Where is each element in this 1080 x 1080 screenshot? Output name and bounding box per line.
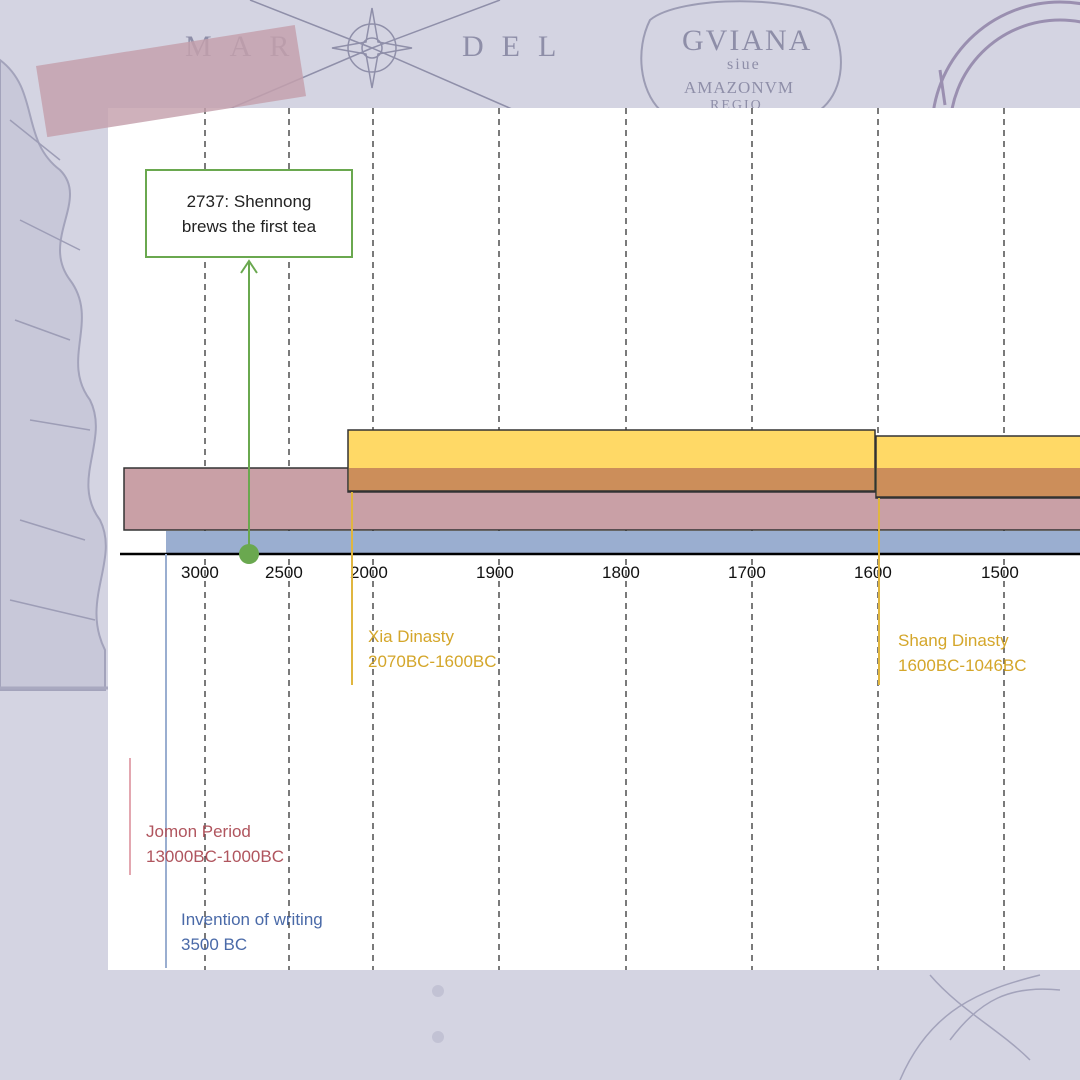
map-word-del: DEL <box>462 30 575 63</box>
event-description-line: brews the first tea <box>181 216 317 236</box>
jomon-period-range: 13000BC-1000BC <box>146 847 284 866</box>
tick-label: 1700 <box>728 563 766 582</box>
xia-dynasty-label: Xia Dinasty 2070BC-1600BC <box>368 624 497 674</box>
xia-dynasty-name: Xia Dinasty <box>368 627 454 646</box>
tick-label: 1800 <box>602 563 640 582</box>
writing-range: 3500 BC <box>181 935 248 954</box>
decorative-dot <box>432 1031 444 1043</box>
writing-bar <box>166 531 1080 553</box>
decorative-dot <box>432 985 444 997</box>
shang-dynasty-label: Shang Dinasty 1600BC-1046BC <box>898 628 1027 678</box>
tick-label: 3000 <box>181 563 219 582</box>
jomon-period-label: Jomon Period 13000BC-1000BC <box>146 819 284 869</box>
cartouche-subtitle: siue <box>727 56 761 73</box>
writing-name: Invention of writing <box>181 910 323 929</box>
cartouche-line: AMAZONVM <box>684 78 794 97</box>
cartouche-title: GVIANA <box>682 24 813 57</box>
tick-label: 2500 <box>265 563 303 582</box>
event-marker-dot <box>239 544 259 564</box>
xia-dynasty-range: 2070BC-1600BC <box>368 652 497 671</box>
shang-dynasty-range: 1600BC-1046BC <box>898 656 1027 675</box>
tick-label: 1900 <box>476 563 514 582</box>
shang-overlap-region <box>877 468 1080 497</box>
timeline-chart: 3000 2500 2000 1900 1800 1700 1600 1500 <box>120 108 1080 970</box>
tick-label: 1500 <box>981 563 1019 582</box>
tick-label: 1600 <box>854 563 892 582</box>
event-callout-box: 2737: Shennong brews the first tea <box>145 169 353 258</box>
writing-label: Invention of writing 3500 BC <box>181 907 323 957</box>
xia-overlap-region <box>349 468 874 491</box>
tick-label: 2000 <box>350 563 388 582</box>
shang-dynasty-name: Shang Dinasty <box>898 631 1009 650</box>
event-title-line: 2737: Shennong <box>186 191 312 211</box>
timeline-panel: 3000 2500 2000 1900 1800 1700 1600 1500 … <box>108 108 1080 970</box>
jomon-period-name: Jomon Period <box>146 822 251 841</box>
event-arrowhead <box>240 259 258 274</box>
